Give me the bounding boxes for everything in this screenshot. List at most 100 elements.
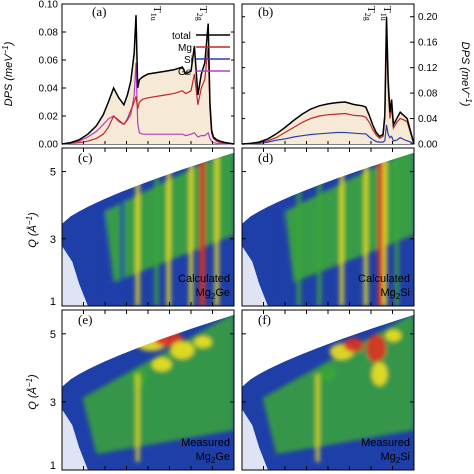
panel-f-image — [242, 310, 414, 470]
panel-c-mode-band — [135, 148, 140, 306]
panel-c-mode-band — [154, 148, 159, 306]
panel-e-caption-base: Mg — [196, 451, 211, 463]
mode-label-ge-t1u-sub: 1u — [149, 13, 158, 21]
panel-e-ytick-label: 5 — [50, 329, 56, 341]
panel-d-mode-band — [339, 148, 344, 306]
panel-c-mode-band — [214, 148, 219, 306]
panel-e-uncovered — [62, 310, 234, 387]
panel-c-uncovered — [62, 148, 234, 224]
panel-e-mode-band — [135, 374, 140, 462]
panel-a: 0.00 0.02 0.04 0.06 0.08 0.10 (a) total Mg Si… — [39, 0, 235, 151]
svg-text:Q (Å−1): Q (Å−1) — [25, 374, 39, 410]
panel-a-ytick-label: 0.08 — [39, 28, 59, 39]
panel-f-intensity — [262, 313, 414, 462]
svg-text:T2g: T2g — [195, 6, 209, 21]
legend-ge-label: Ge — [178, 67, 192, 78]
panel-d-mode-band — [377, 148, 384, 306]
panel-b-tag: (b) — [258, 4, 273, 19]
panel-f-caption-sub: 2 — [396, 456, 401, 465]
panel-c-mode-band — [166, 148, 171, 306]
panel-b-fill — [242, 16, 414, 145]
panel-c-caption-tail: Ge — [215, 287, 230, 299]
panel-d-mode-band — [363, 148, 368, 306]
svg-text:T1u: T1u — [379, 6, 393, 21]
panel-e-caption-tail: Ge — [215, 451, 230, 463]
panel-e-band-mid — [82, 313, 234, 454]
panel-b-yticks: 0.00 0.04 0.08 0.12 0.16 0.20 — [242, 12, 438, 151]
panel-e-low-q-region — [62, 409, 88, 470]
panel-c-caption-line1: Calculated — [178, 273, 230, 285]
panel-d-caption-base: Mg — [380, 287, 395, 299]
svg-text:DPS (meV−1): DPS (meV−1) — [459, 42, 473, 107]
q-label-lower-close: ) — [27, 374, 39, 380]
panel-b-series — [241, 16, 415, 145]
mode-label-ge-t2g: T2g — [195, 6, 209, 21]
panel-f-hotspot — [366, 334, 387, 363]
panel-a-ytick-label: 0.00 — [39, 140, 59, 151]
mode-label-si-t1u-base: T — [381, 6, 393, 13]
dps-label-left-close: ) — [3, 41, 15, 47]
panel-b-series-mg — [241, 35, 415, 145]
panel-c-image — [62, 148, 234, 306]
panel-f-low-q-region — [242, 409, 268, 470]
panel-b-series-si — [241, 124, 415, 145]
panel-c: 1 3 5 (c) Calculated Mg2Ge — [50, 147, 235, 308]
mode-label-ge-t2g-sub: 2g — [195, 13, 204, 21]
panel-c-mode-band — [101, 148, 106, 306]
panel-f-hotspot — [343, 338, 364, 353]
dps-label-left-sup: −1 — [1, 45, 10, 54]
mode-label-si-t1u-sub: 1u — [379, 13, 388, 21]
panel-c-caption-line2: Mg2Ge — [196, 287, 230, 301]
q-label-upper-text: Q (Å — [26, 225, 39, 248]
mode-label-si-t2g-base: T — [365, 6, 377, 13]
panel-d: (d) Calculated Mg2Si — [241, 147, 415, 307]
panel-f-caption-line1: Measured — [361, 437, 410, 449]
panel-a-ytick-label: 0.06 — [39, 56, 59, 67]
dps-label-right-sup: −1 — [464, 94, 473, 103]
panel-e-caption-sub: 2 — [211, 456, 216, 465]
dps-label-right-text: DPS (meV — [459, 42, 471, 96]
q-label-lower-sup: −1 — [25, 378, 34, 387]
panel-b-ytick-label: 0.20 — [418, 12, 438, 23]
mode-label-ge-t1u-base: T — [151, 6, 163, 13]
mode-label-si-t2g: T2g — [363, 6, 377, 21]
legend-mg-label: Mg — [178, 43, 192, 54]
panel-c-tag: (c) — [78, 150, 92, 165]
panel-e-tag: (e) — [78, 312, 92, 327]
panel-f-hotspot — [385, 329, 402, 342]
panel-b-ytick-label: 0.00 — [418, 140, 438, 151]
q-label-lower-text: Q (Å — [26, 387, 39, 410]
panel-e-caption-line2: Mg2Ge — [196, 451, 230, 465]
panel-d-caption-tail: Si — [400, 287, 410, 299]
mode-label-si-t2g-sub: 2g — [363, 13, 372, 21]
panel-e-hotspot — [151, 357, 172, 372]
panel-f-mode-band — [315, 374, 320, 462]
svg-text:DPS (meV−1): DPS (meV−1) — [1, 41, 15, 106]
legend: total Mg Si Ge — [172, 31, 230, 78]
svg-text:T1u: T1u — [149, 6, 163, 21]
panel-a-ytick-label: 0.10 — [39, 0, 59, 11]
panel-f-hotspot — [371, 362, 388, 386]
dps-axis-label-left: DPS (meV−1) — [1, 41, 15, 106]
panel-b: 0.000.040.080.120.160.20 (b) T2g T1u — [241, 3, 438, 151]
mode-label-ge-t2g-base: T — [197, 6, 209, 13]
panel-d-tag: (d) — [258, 150, 273, 165]
panel-c-mode-band — [120, 148, 125, 306]
q-label-upper-close: ) — [27, 212, 39, 218]
panel-d-caption-sub: 2 — [396, 292, 401, 301]
panel-b-series-total — [241, 16, 415, 145]
q-label-upper-sup: −1 — [25, 216, 34, 225]
panel-d-mode-band — [277, 148, 282, 306]
panel-a-series-ge — [61, 62, 235, 145]
panel-f: (f) Measured Mg2Si — [241, 309, 415, 471]
panel-c-mode-band — [199, 148, 206, 306]
panel-d-intensity — [277, 148, 414, 306]
panel-b-ytick-label: 0.04 — [418, 114, 438, 125]
panel-a-tag: (a) — [92, 4, 106, 19]
panel-c-mode-band — [189, 148, 193, 306]
panel-e-ytick-label: 1 — [50, 460, 56, 472]
panel-c-intensity — [101, 148, 234, 306]
panel-c-ytick-label: 1 — [50, 296, 56, 308]
panel-f-uncovered — [242, 310, 414, 387]
